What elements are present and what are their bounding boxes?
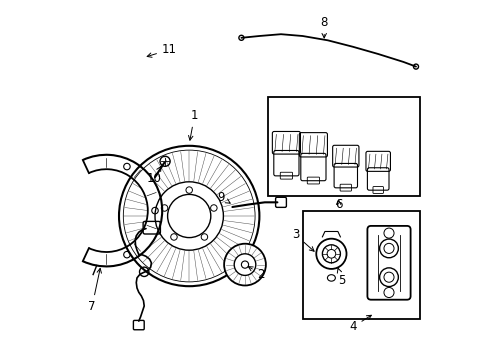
Text: 10: 10 <box>147 166 162 185</box>
Circle shape <box>224 244 266 285</box>
Bar <box>303 211 419 319</box>
Text: 4: 4 <box>349 315 371 333</box>
Text: 9: 9 <box>217 191 230 204</box>
Bar <box>269 97 419 196</box>
Text: 6: 6 <box>335 198 343 211</box>
Text: 1: 1 <box>189 109 198 140</box>
Text: 5: 5 <box>337 268 346 287</box>
Text: 3: 3 <box>292 228 314 251</box>
Polygon shape <box>83 155 162 266</box>
Text: 11: 11 <box>147 43 177 57</box>
Text: 8: 8 <box>320 16 328 38</box>
Text: 7: 7 <box>88 269 101 313</box>
Circle shape <box>316 239 346 269</box>
Text: 2: 2 <box>248 267 265 281</box>
FancyBboxPatch shape <box>368 226 411 300</box>
Ellipse shape <box>327 275 335 281</box>
Circle shape <box>380 239 398 258</box>
Circle shape <box>380 268 398 287</box>
